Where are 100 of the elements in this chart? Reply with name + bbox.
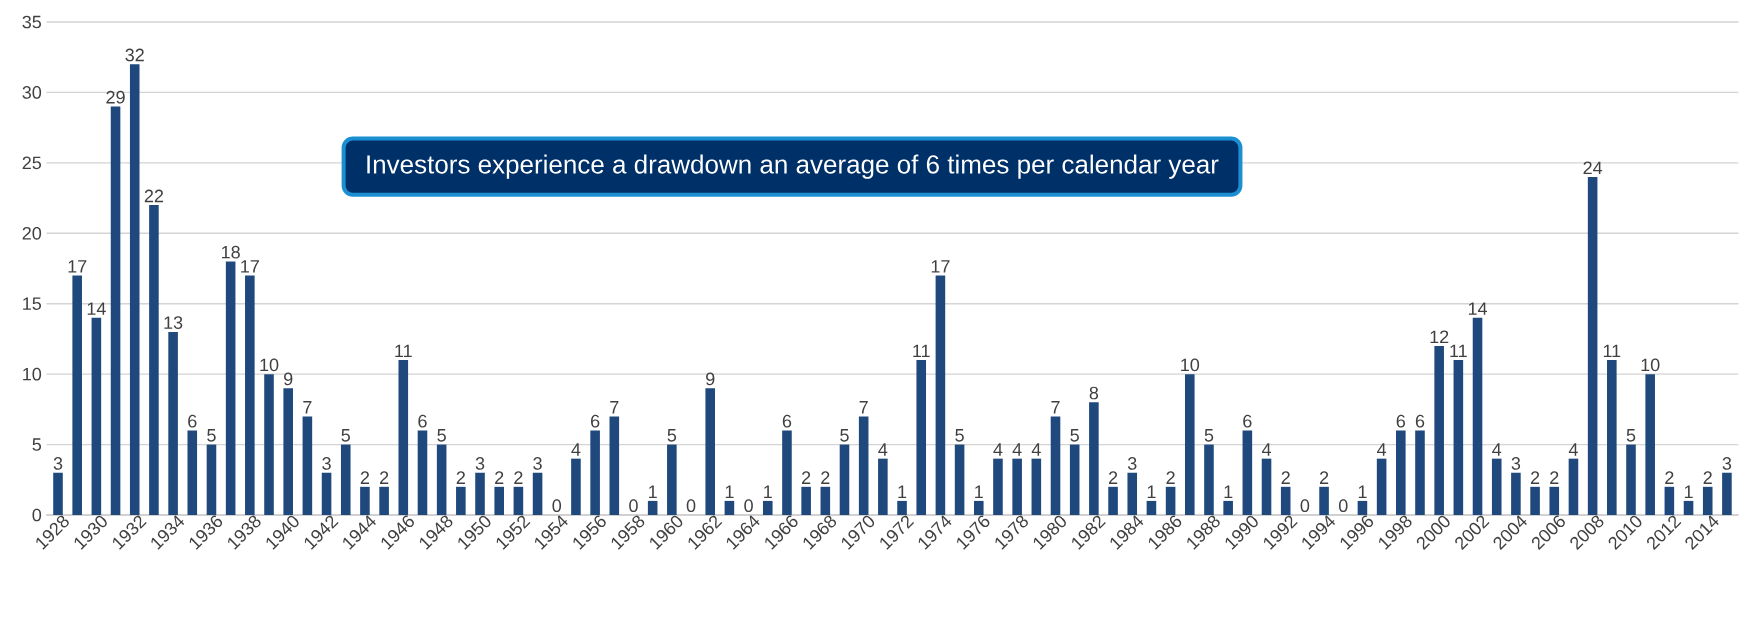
- data-label: 2: [1530, 471, 1540, 484]
- data-label: 2: [1319, 471, 1329, 484]
- bar: [1396, 430, 1406, 515]
- data-label: 12: [1430, 330, 1449, 344]
- bar: [1530, 486, 1540, 515]
- bar: [1146, 500, 1157, 515]
- bar: [168, 331, 178, 515]
- data-label: 5: [840, 429, 849, 442]
- bar: [1549, 486, 1560, 515]
- data-label: 3: [322, 457, 331, 470]
- bar: [321, 472, 332, 515]
- data-label: 2: [821, 471, 830, 484]
- data-label: 3: [475, 457, 485, 470]
- bar: [417, 430, 428, 515]
- data-label: 1: [1684, 485, 1693, 498]
- bar: [1319, 486, 1329, 515]
- bar: [110, 106, 121, 515]
- bar: [264, 374, 274, 515]
- bar: [954, 444, 965, 515]
- data-label: 4: [1492, 443, 1502, 456]
- bar: [379, 486, 389, 515]
- bar: [878, 458, 888, 515]
- bar: [187, 430, 198, 515]
- bar: [724, 500, 735, 515]
- bar: [532, 472, 543, 515]
- bar: [1089, 402, 1099, 515]
- bar: [897, 500, 907, 515]
- data-label: 2: [1166, 471, 1175, 484]
- bar: [1204, 444, 1214, 515]
- y-tick-label: 20: [22, 226, 42, 240]
- bar: [91, 317, 102, 515]
- bar: [225, 261, 236, 515]
- data-label: 2: [1281, 471, 1290, 484]
- data-label: 2: [1703, 471, 1712, 484]
- data-label: 3: [1722, 457, 1732, 470]
- bar: [1050, 416, 1061, 515]
- bar: [705, 388, 716, 515]
- data-label: 4: [1568, 443, 1578, 456]
- bar: [647, 500, 658, 515]
- data-label: 0: [1300, 499, 1310, 513]
- data-label: 6: [1415, 414, 1425, 428]
- data-label: 14: [87, 302, 106, 315]
- data-label: 5: [437, 429, 446, 442]
- data-label: 17: [68, 260, 87, 273]
- bar: [1280, 486, 1291, 515]
- bar: [1415, 430, 1425, 515]
- bar: [1108, 486, 1118, 515]
- bar: [916, 360, 927, 515]
- data-label: 9: [706, 372, 715, 386]
- bar: [993, 458, 1003, 515]
- data-label: 10: [1641, 358, 1660, 372]
- data-label: 4: [993, 443, 1003, 456]
- data-label: 1: [1358, 485, 1367, 498]
- data-label: 9: [284, 372, 293, 386]
- bar: [475, 472, 485, 515]
- data-label: 1: [975, 485, 983, 498]
- bar: [1357, 500, 1368, 515]
- bar: [1012, 458, 1022, 515]
- bar: [1702, 486, 1713, 515]
- bar: [1376, 458, 1387, 515]
- data-label: 24: [1583, 161, 1603, 175]
- data-label: 2: [802, 471, 811, 484]
- data-label: 5: [1070, 429, 1079, 442]
- data-label: 3: [1127, 457, 1137, 470]
- data-label: 4: [1377, 443, 1387, 456]
- data-label: 17: [931, 260, 950, 273]
- bar: [1472, 317, 1483, 515]
- data-label: 11: [913, 344, 930, 358]
- bar: [1261, 458, 1272, 515]
- data-label: 18: [222, 245, 240, 259]
- y-tick-label: 30: [22, 86, 42, 99]
- data-label: 22: [144, 189, 164, 203]
- data-label: 11: [395, 344, 412, 358]
- data-label: 7: [610, 401, 619, 414]
- bar: [1664, 486, 1675, 515]
- bar: [53, 472, 63, 515]
- bar: [1069, 444, 1080, 515]
- data-label: 2: [1550, 471, 1559, 484]
- data-label: 6: [1243, 414, 1252, 428]
- bar: [1607, 360, 1617, 515]
- data-label: 10: [260, 358, 279, 372]
- bar: [1453, 360, 1464, 515]
- data-label: 8: [1089, 386, 1099, 400]
- bar: [1127, 472, 1138, 515]
- bar: [398, 360, 409, 515]
- data-label: 1: [649, 485, 657, 498]
- data-label: 4: [1031, 443, 1041, 456]
- bar: [590, 430, 600, 515]
- data-label: 2: [1665, 471, 1674, 484]
- y-tick-label: 25: [22, 156, 42, 170]
- data-label: 10: [1181, 358, 1200, 372]
- bar: [935, 275, 946, 515]
- y-tick-label: 5: [32, 438, 42, 451]
- bar: [858, 416, 869, 515]
- data-label: 3: [1511, 457, 1521, 470]
- bar: [1722, 472, 1732, 515]
- data-label: 14: [1468, 302, 1488, 315]
- data-label: 29: [106, 90, 125, 104]
- data-label: 2: [1108, 471, 1118, 484]
- bar: [1491, 458, 1502, 515]
